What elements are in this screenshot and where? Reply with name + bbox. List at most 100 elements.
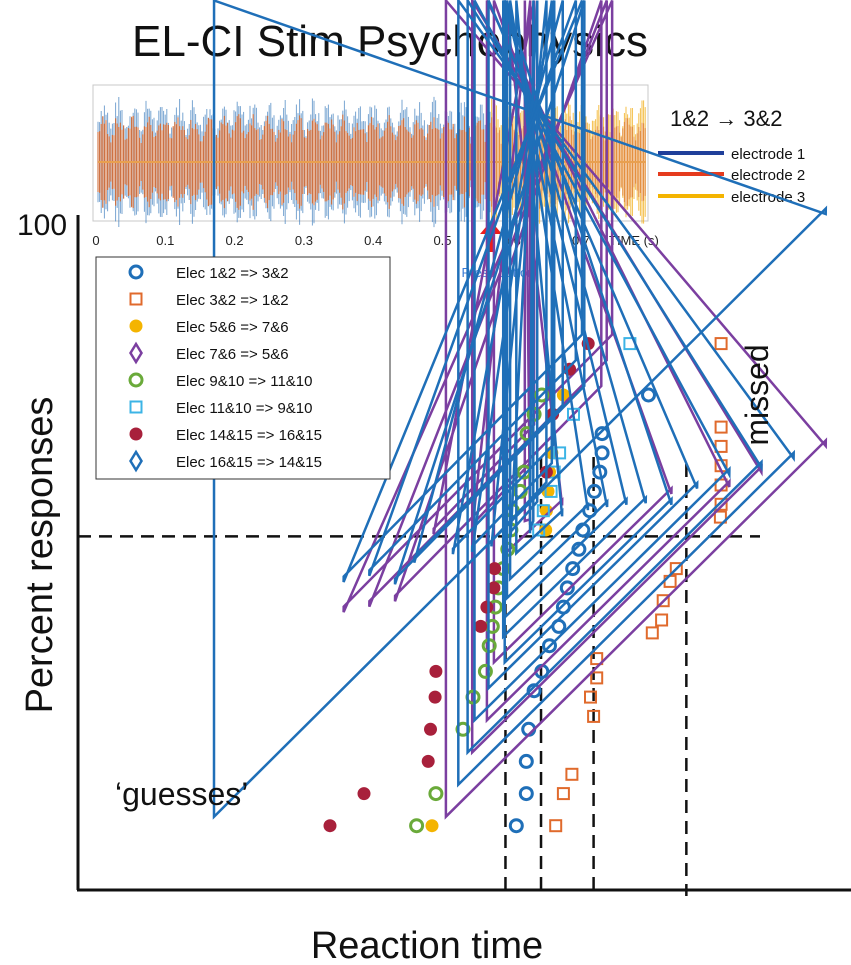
data-point bbox=[357, 787, 371, 801]
inset-tick-label: 0.1 bbox=[156, 233, 174, 248]
data-point bbox=[509, 0, 539, 538]
electrode-2-label: electrode 2 bbox=[731, 167, 805, 184]
data-point bbox=[528, 0, 535, 534]
legend-label: Elec 5&6 => 7&6 bbox=[176, 319, 289, 336]
data-point bbox=[714, 337, 728, 351]
data-point bbox=[474, 619, 488, 633]
data-point bbox=[515, 0, 564, 556]
legend-marker bbox=[129, 449, 143, 473]
data-point bbox=[470, 0, 763, 756]
legend-label: Elec 9&10 => 11&10 bbox=[176, 373, 313, 390]
legend-label: Elec 16&15 => 14&15 bbox=[176, 454, 322, 471]
data-point bbox=[565, 767, 579, 781]
legend-marker bbox=[129, 341, 143, 365]
data-point bbox=[714, 420, 728, 434]
data-point bbox=[544, 484, 558, 498]
data-point bbox=[451, 0, 556, 555]
data-point bbox=[655, 613, 669, 627]
data-point bbox=[656, 594, 670, 608]
data-point bbox=[571, 541, 587, 557]
legend-marker bbox=[129, 319, 143, 333]
legend-marker bbox=[128, 264, 144, 280]
series-4 bbox=[342, 0, 828, 820]
electrode-1-label: electrode 1 bbox=[731, 146, 805, 163]
missed-annotation: missed bbox=[739, 344, 775, 445]
data-point bbox=[503, 0, 628, 621]
data-point bbox=[444, 0, 828, 820]
guesses-annotation: ‘guesses’ bbox=[115, 776, 248, 812]
data-point bbox=[342, 0, 584, 583]
data-point bbox=[409, 818, 425, 834]
data-point bbox=[413, 0, 564, 564]
data-point bbox=[645, 626, 659, 640]
data-point bbox=[425, 819, 439, 833]
data-point bbox=[590, 671, 604, 685]
inset-tick-label: 0.4 bbox=[364, 233, 382, 248]
x-axis-label: Reaction time bbox=[311, 925, 543, 965]
legend-label: Elec 11&10 => 9&10 bbox=[176, 400, 313, 417]
data-point bbox=[518, 753, 534, 769]
inset-waveform: 0 0.1 0.2 0.3 0.4 0.5 0.6 0.7 TIME (s) Press bu… bbox=[92, 84, 805, 280]
data-point bbox=[424, 722, 437, 736]
data-point bbox=[455, 721, 471, 737]
legend-label: Elec 3&2 => 1&2 bbox=[176, 292, 289, 309]
data-point bbox=[536, 504, 550, 518]
data-point bbox=[428, 690, 442, 704]
data-point bbox=[342, 0, 614, 613]
data-point bbox=[565, 561, 581, 577]
data-point bbox=[490, 0, 548, 547]
legend-marker bbox=[129, 400, 143, 414]
legend-label: Elec 14&15 => 16&15 bbox=[176, 427, 322, 444]
data-point bbox=[586, 483, 602, 499]
inset-tick-label: 0.5 bbox=[433, 233, 451, 248]
legend-box bbox=[95, 256, 391, 480]
legend-label: Elec 7&6 => 5&6 bbox=[176, 346, 289, 363]
legend-marker bbox=[128, 372, 144, 388]
data-point bbox=[323, 819, 337, 833]
data-point bbox=[421, 754, 435, 768]
data-point bbox=[480, 600, 494, 614]
data-point bbox=[587, 709, 601, 723]
data-point bbox=[429, 664, 443, 678]
legend-label: Elec 1&2 => 3&2 bbox=[176, 265, 289, 282]
inset-tick-label: 0.3 bbox=[295, 233, 313, 248]
data-points bbox=[212, 0, 828, 834]
data-point bbox=[466, 0, 763, 756]
data-point bbox=[669, 562, 683, 576]
y-tick-100: 100 bbox=[17, 209, 67, 242]
data-point bbox=[492, 0, 673, 666]
data-point bbox=[393, 0, 586, 585]
data-point bbox=[590, 652, 604, 666]
data-point bbox=[508, 0, 590, 582]
data-point bbox=[713, 510, 727, 524]
data-point bbox=[526, 683, 542, 699]
data-point bbox=[368, 0, 578, 577]
data-point bbox=[534, 387, 550, 403]
data-point bbox=[428, 786, 444, 802]
data-point bbox=[584, 690, 597, 704]
inset-series-note: 1&2 → 3&2 bbox=[670, 106, 783, 131]
data-point bbox=[518, 786, 534, 802]
data-point bbox=[473, 0, 731, 724]
data-point bbox=[477, 663, 493, 679]
series-8 bbox=[212, 0, 828, 820]
y-axis-label: Percent responses bbox=[19, 397, 61, 714]
data-point bbox=[556, 787, 570, 801]
inset-legend: electrode 1 electrode 2 electrode 3 bbox=[658, 146, 805, 206]
inset-tick-label: 0.2 bbox=[226, 233, 244, 248]
data-point bbox=[470, 0, 554, 552]
legend-marker bbox=[129, 292, 143, 306]
data-point bbox=[488, 562, 502, 576]
data-point bbox=[501, 0, 648, 640]
data-point bbox=[549, 819, 563, 833]
data-point bbox=[532, 523, 546, 537]
data-point bbox=[641, 387, 656, 403]
data-point bbox=[508, 818, 524, 834]
data-point bbox=[542, 638, 557, 654]
data-point bbox=[553, 446, 567, 460]
data-point bbox=[487, 581, 501, 595]
inset-tick-label: 0 bbox=[92, 233, 99, 248]
data-point bbox=[714, 497, 728, 511]
data-point bbox=[505, 0, 609, 602]
